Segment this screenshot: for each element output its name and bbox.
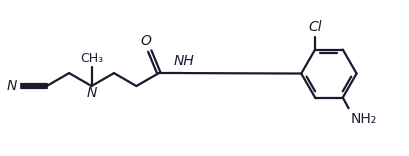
Text: Cl: Cl [308, 20, 321, 34]
Text: O: O [140, 34, 151, 48]
Text: NH: NH [173, 54, 194, 68]
Text: N: N [7, 79, 17, 93]
Text: CH₃: CH₃ [80, 52, 103, 65]
Text: NH₂: NH₂ [350, 112, 376, 126]
Text: N: N [86, 86, 97, 100]
